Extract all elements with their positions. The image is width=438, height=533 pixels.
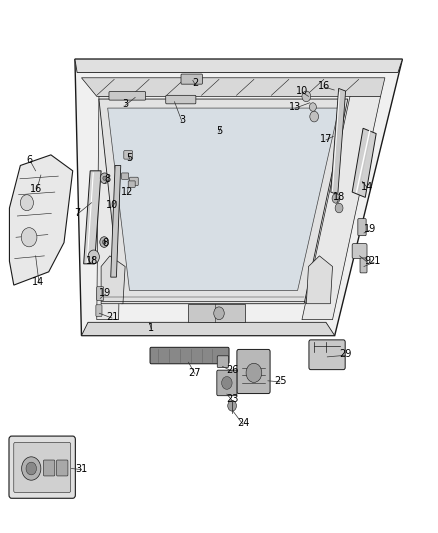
- FancyBboxPatch shape: [217, 370, 237, 395]
- Text: 25: 25: [274, 376, 286, 386]
- Text: 17: 17: [320, 134, 332, 144]
- Polygon shape: [81, 322, 335, 336]
- FancyBboxPatch shape: [122, 173, 129, 179]
- FancyBboxPatch shape: [57, 460, 68, 476]
- Text: 18: 18: [333, 192, 345, 203]
- Text: 26: 26: [226, 365, 238, 375]
- Text: 9: 9: [364, 256, 371, 266]
- Polygon shape: [75, 59, 403, 336]
- FancyBboxPatch shape: [130, 177, 138, 185]
- Text: 6: 6: [26, 155, 32, 165]
- Text: 8: 8: [105, 174, 111, 184]
- Circle shape: [21, 228, 37, 247]
- FancyBboxPatch shape: [360, 258, 367, 273]
- Circle shape: [246, 364, 262, 382]
- Polygon shape: [75, 59, 403, 72]
- Circle shape: [214, 307, 224, 320]
- Text: 14: 14: [32, 278, 44, 287]
- Text: 1: 1: [148, 322, 154, 333]
- FancyBboxPatch shape: [62, 457, 70, 480]
- FancyBboxPatch shape: [43, 460, 55, 476]
- Text: 7: 7: [74, 208, 80, 219]
- Circle shape: [310, 111, 318, 122]
- Text: 5: 5: [127, 152, 133, 163]
- Text: 12: 12: [121, 187, 134, 197]
- Circle shape: [100, 173, 109, 183]
- Circle shape: [102, 240, 106, 244]
- FancyBboxPatch shape: [97, 287, 104, 301]
- FancyBboxPatch shape: [128, 181, 135, 187]
- Polygon shape: [97, 96, 123, 320]
- Polygon shape: [10, 155, 73, 285]
- Text: 21: 21: [368, 256, 380, 266]
- Text: 16: 16: [318, 81, 330, 91]
- FancyBboxPatch shape: [150, 348, 229, 364]
- FancyBboxPatch shape: [352, 244, 367, 259]
- Text: 23: 23: [226, 394, 238, 405]
- Text: 29: 29: [339, 349, 352, 359]
- Text: 21: 21: [106, 312, 118, 322]
- FancyBboxPatch shape: [9, 436, 75, 498]
- Text: 2: 2: [192, 78, 198, 88]
- Circle shape: [228, 400, 237, 411]
- Text: 3: 3: [179, 115, 185, 125]
- FancyBboxPatch shape: [166, 95, 196, 104]
- Polygon shape: [81, 78, 385, 96]
- Text: 3: 3: [122, 99, 128, 109]
- Text: 5: 5: [216, 126, 222, 136]
- FancyBboxPatch shape: [10, 457, 17, 480]
- Text: 27: 27: [189, 368, 201, 378]
- Circle shape: [100, 237, 109, 247]
- Polygon shape: [331, 88, 346, 195]
- Text: 10: 10: [296, 86, 308, 96]
- Text: 24: 24: [237, 418, 249, 429]
- Polygon shape: [84, 171, 101, 264]
- Text: 19: 19: [99, 288, 112, 298]
- Circle shape: [335, 203, 343, 213]
- Text: 13: 13: [289, 102, 301, 112]
- Polygon shape: [352, 128, 376, 197]
- Polygon shape: [108, 108, 339, 290]
- Circle shape: [302, 91, 311, 102]
- Text: 10: 10: [106, 200, 118, 211]
- Polygon shape: [306, 256, 332, 304]
- FancyBboxPatch shape: [217, 356, 229, 368]
- FancyBboxPatch shape: [96, 305, 102, 317]
- FancyBboxPatch shape: [237, 350, 270, 393]
- Circle shape: [309, 103, 316, 111]
- Circle shape: [222, 376, 232, 389]
- Circle shape: [332, 193, 340, 203]
- FancyBboxPatch shape: [358, 219, 366, 236]
- Text: 14: 14: [361, 182, 374, 192]
- FancyBboxPatch shape: [181, 74, 202, 84]
- Circle shape: [88, 250, 99, 264]
- Polygon shape: [111, 165, 121, 277]
- Polygon shape: [99, 99, 348, 304]
- Text: 16: 16: [29, 184, 42, 195]
- Circle shape: [20, 195, 33, 211]
- Text: 18: 18: [86, 256, 99, 266]
- FancyBboxPatch shape: [14, 442, 71, 492]
- FancyBboxPatch shape: [309, 340, 345, 369]
- Text: 31: 31: [75, 464, 88, 473]
- Polygon shape: [101, 256, 125, 304]
- Circle shape: [21, 457, 41, 480]
- Text: 8: 8: [102, 238, 109, 247]
- Polygon shape: [302, 96, 381, 320]
- Text: 19: 19: [364, 224, 376, 235]
- Polygon shape: [188, 304, 245, 322]
- Circle shape: [26, 462, 36, 475]
- FancyBboxPatch shape: [124, 151, 133, 159]
- FancyBboxPatch shape: [109, 92, 146, 100]
- Circle shape: [103, 176, 106, 180]
